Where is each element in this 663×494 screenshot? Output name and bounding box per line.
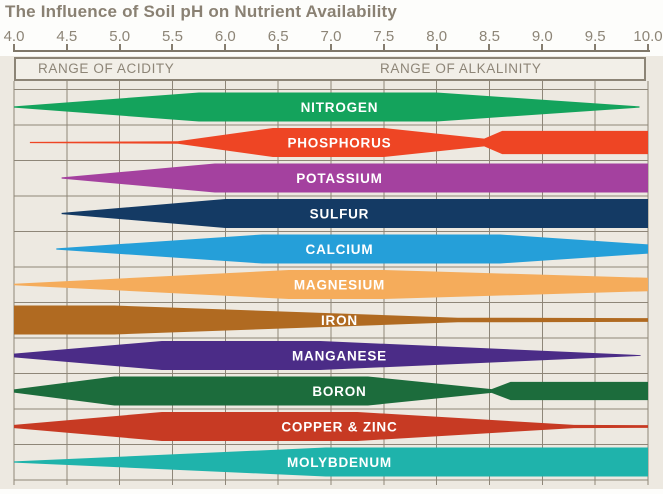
axis-tick-mark [435,44,438,51]
band-label-magnesium: MAGNESIUM [294,278,385,293]
range-header-bar: RANGE OF ACIDITY RANGE OF ALKALINITY [14,57,646,81]
band-label-boron: BORON [312,384,366,399]
nutrient-bands-svg: NITROGEN PHOSPHORUS POTASSIUM SULFUR CALCIUM… [13,81,649,485]
axis-tick-label: 8.5 [479,28,500,45]
band-label-nitrogen: NITROGEN [301,100,379,115]
axis-tick-mark [13,44,15,51]
band-iron [14,305,648,335]
band-label-calcium: CALCIUM [306,242,374,257]
band-label-phosphorus: PHOSPHORUS [287,136,391,151]
band-boron [14,376,648,406]
ph-axis-line [13,50,650,52]
band-potassium [61,163,649,193]
range-of-acidity-label: RANGE OF ACIDITY [38,61,175,76]
axis-tick-label: 10.0 [633,28,663,45]
axis-tick-label: 9.0 [531,28,553,45]
band-molybdenum [14,447,648,477]
band-label-molybdenum: MOLYBDENUM [287,455,392,470]
axis-tick-mark [65,44,68,51]
band-label-iron: IRON [321,313,358,328]
axis-tick-mark [277,44,280,51]
axis-tick-mark [488,44,491,51]
axis-tick-mark [646,44,649,51]
band-manganese [14,341,641,370]
axis-tick-mark [171,44,174,51]
ph-axis: 4.0 4.5 5.0 5.5 6.0 6.5 7.0 7.5 8.0 8.5 9.0 9.5 10.0 [0,26,663,56]
axis-tick-mark [329,44,332,51]
band-copper-zinc [14,412,648,441]
axis-tick-label: 6.0 [214,28,236,45]
axis-tick-label: 5.0 [109,28,131,45]
band-label-sulfur: SULFUR [310,207,370,222]
axis-tick-mark [382,44,385,51]
range-of-alkalinity-label: RANGE OF ALKALINITY [380,61,542,76]
band-label-manganese: MANGANESE [292,349,387,364]
band-sulfur [61,199,649,228]
axis-tick-label: 9.5 [584,28,606,45]
axis-tick-label: 5.5 [162,28,183,45]
axis-tick-label: 4.5 [56,28,78,45]
axis-tick-label: 7.0 [320,28,342,45]
band-phosphorus [29,128,648,157]
axis-tick-mark [224,44,227,51]
band-label-potassium: POTASSIUM [296,171,382,186]
axis-tick-mark [118,44,121,51]
axis-tick-mark [594,44,597,51]
band-label-copper-zinc: COPPER & ZINC [281,420,397,435]
band-nitrogen [14,92,640,122]
axis-tick-label: 6.5 [267,28,289,45]
axis-tick-label: 4.0 [3,28,25,45]
axis-tick-label: 8.0 [426,28,448,45]
chart-title: The Influence of Soil pH on Nutrient Ava… [5,2,398,21]
axis-tick-mark [541,44,544,51]
band-calcium [56,234,649,264]
axis-tick-label: 7.5 [373,28,395,45]
band-magnesium [14,270,648,299]
